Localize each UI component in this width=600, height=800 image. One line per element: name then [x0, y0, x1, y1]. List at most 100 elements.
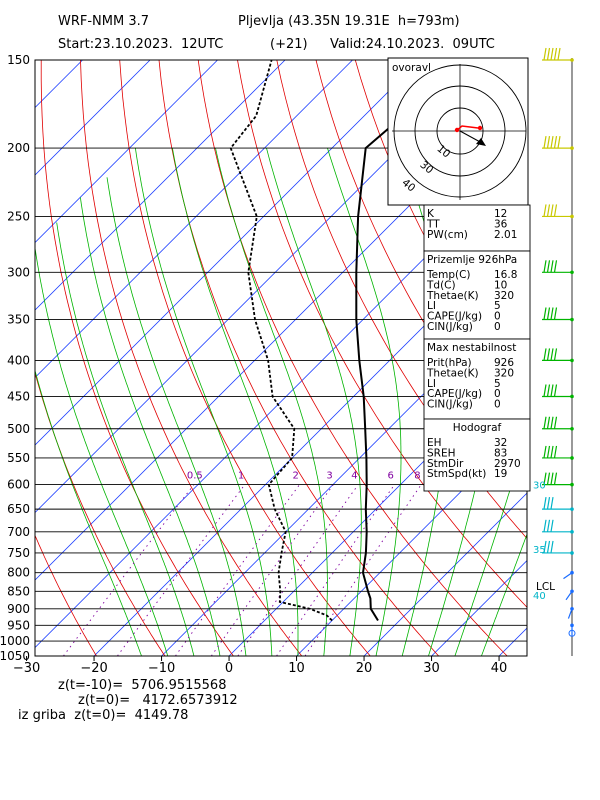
- wind-barb-flag: [543, 307, 547, 320]
- max-instability-table-value: 926: [494, 357, 514, 369]
- hodograph-table-title: Hodograf: [453, 422, 502, 434]
- hodo-start-dot: [454, 127, 460, 133]
- wind-barb-flag: [550, 136, 554, 149]
- mixing-ratio-line: [237, 484, 359, 656]
- wind-barb-flag: [543, 136, 547, 149]
- wind-barb-flag: [550, 472, 554, 485]
- moist-adiabat: [215, 148, 328, 656]
- mixing-ratio-label: 3: [326, 471, 332, 482]
- wind-barb-flag: [550, 348, 554, 361]
- isotherm: [228, 357, 527, 656]
- isotherm: [35, 60, 421, 446]
- pressure-tick-label: 650: [7, 502, 30, 516]
- wind-barb-flag: [546, 47, 551, 61]
- wind-barb-flag: [543, 472, 547, 485]
- surface-table-value: 0: [494, 311, 501, 323]
- indices-table-label: PW(cm): [427, 229, 468, 241]
- max-instability-table-label: Thetae(K): [426, 367, 479, 379]
- wind-barb-flag: [543, 260, 547, 273]
- surface-table-value: 0: [494, 321, 501, 333]
- max-instability-table-label: Prit(hPa): [427, 357, 472, 369]
- max-instability-table-frame: [423, 338, 531, 420]
- wind-barb-flag: [550, 519, 554, 532]
- wind-barb-flag: [553, 47, 558, 61]
- wind-barb-flag: [557, 136, 561, 149]
- forecast-offset: (+21): [270, 37, 308, 52]
- surface-table-label: Temp(C): [426, 269, 471, 281]
- pressure-tick-label: 750: [7, 546, 30, 560]
- indices-table-value: 36: [494, 218, 508, 230]
- pressure-tick-label: 700: [7, 525, 30, 539]
- pressure-tick-label: 250: [7, 209, 30, 223]
- height-line-3: iz griba z(t=0)= 4149.78: [18, 708, 189, 723]
- surface-table-label: Thetae(K): [426, 290, 479, 302]
- temperature-tick-label: 20: [356, 661, 373, 676]
- indices-table: K 12 TT 36 PW(cm) 2.01: [423, 204, 531, 252]
- wind-barb-dot: [570, 58, 574, 62]
- hodograph-title: ovoravl: [392, 62, 431, 74]
- wind-barb-flag: [553, 348, 558, 361]
- pressure-tick-label: 150: [7, 53, 30, 67]
- wind-barb-dot: [570, 270, 574, 275]
- indices-table-label: TT: [426, 218, 440, 230]
- pressure-tick-label: 950: [7, 618, 30, 632]
- hodograph-table-label: SREH: [427, 447, 456, 459]
- max-instability-table: Max nestabilnost Prit(hPa) 926 Thetae(K) 320…: [423, 338, 531, 420]
- pressure-tick-label: 500: [7, 422, 30, 436]
- mixing-ratio-line: [175, 484, 300, 656]
- wind-barb-flag: [550, 416, 554, 429]
- pressure-tick-label: 550: [7, 451, 30, 465]
- pressure-tick-label: 850: [7, 584, 30, 598]
- wind-barb-flag: [550, 260, 554, 273]
- max-instability-table-label: CAPE(J/kg): [427, 388, 482, 400]
- temperature-tick-label: 0: [225, 661, 233, 676]
- wind-barb-flag: [546, 348, 551, 361]
- max-instability-table-value: 0: [494, 388, 501, 400]
- wind-barb-flag: [553, 204, 558, 217]
- temperature-tick-label: 30: [423, 661, 440, 676]
- pressure-tick-label: 400: [7, 353, 30, 367]
- indices-table-value: 2.01: [494, 229, 517, 241]
- wind-barb-flag: [546, 416, 551, 429]
- hodograph-table-label: StmDir: [427, 458, 464, 470]
- wind-barb-flag: [546, 307, 551, 320]
- surface-table-frame: [423, 250, 531, 340]
- hodograph-table-value: 2970: [494, 458, 521, 470]
- wind-barb-flag: [553, 136, 558, 149]
- mixing-ratio-line: [210, 484, 334, 656]
- dry-adiabat: [80, 60, 303, 656]
- storm-motion-arrow: [476, 138, 486, 146]
- wind-barb-flag: [553, 416, 558, 429]
- surface-table-label: CAPE(J/kg): [427, 311, 482, 323]
- pressure-tick-label: 800: [7, 566, 30, 580]
- wind-barb-flag: [550, 540, 554, 554]
- wind-barb-dot: [570, 358, 574, 363]
- mixing-ratio-label: 6: [388, 471, 394, 482]
- wind-barb-dot: [570, 606, 574, 611]
- wind-barb-flag: [543, 519, 547, 532]
- height-line-2: z(t=0)= 4172.6573912: [78, 693, 238, 708]
- wind-barb-dot: [570, 394, 574, 399]
- wind-barb-flag: [543, 47, 547, 61]
- hodograph-table: Hodograf EH 32 SREH 83 StmDir 2970 StmSpd(kt) 19: [423, 418, 531, 492]
- mixing-ratio-label: 8: [414, 471, 420, 482]
- calm-wind-circle: [568, 629, 576, 637]
- wind-barb-flag: [546, 540, 551, 554]
- isotherm: [35, 60, 151, 176]
- moist-adiabat: [327, 147, 402, 656]
- moist-adiabat: [56, 222, 195, 656]
- hodograph-table-frame: [423, 418, 531, 492]
- wind-barb-flag: [550, 307, 554, 320]
- hodograph-table-label: StmSpd(kt): [427, 468, 486, 480]
- wind-barb-dot: [570, 456, 574, 460]
- surface-table-value: 320: [494, 290, 514, 302]
- height-line-1: z(t=-10)= 5706.9515568: [58, 678, 227, 693]
- wind-barb-flag: [546, 384, 551, 397]
- pressure-tick-label: 300: [7, 265, 30, 279]
- wind-barb-flag: [553, 445, 558, 459]
- pressure-tick-label: 350: [7, 313, 30, 327]
- moist-adiabat: [80, 197, 221, 656]
- wind-barb-dot: [570, 507, 574, 511]
- surface-table-value: 5: [494, 300, 501, 312]
